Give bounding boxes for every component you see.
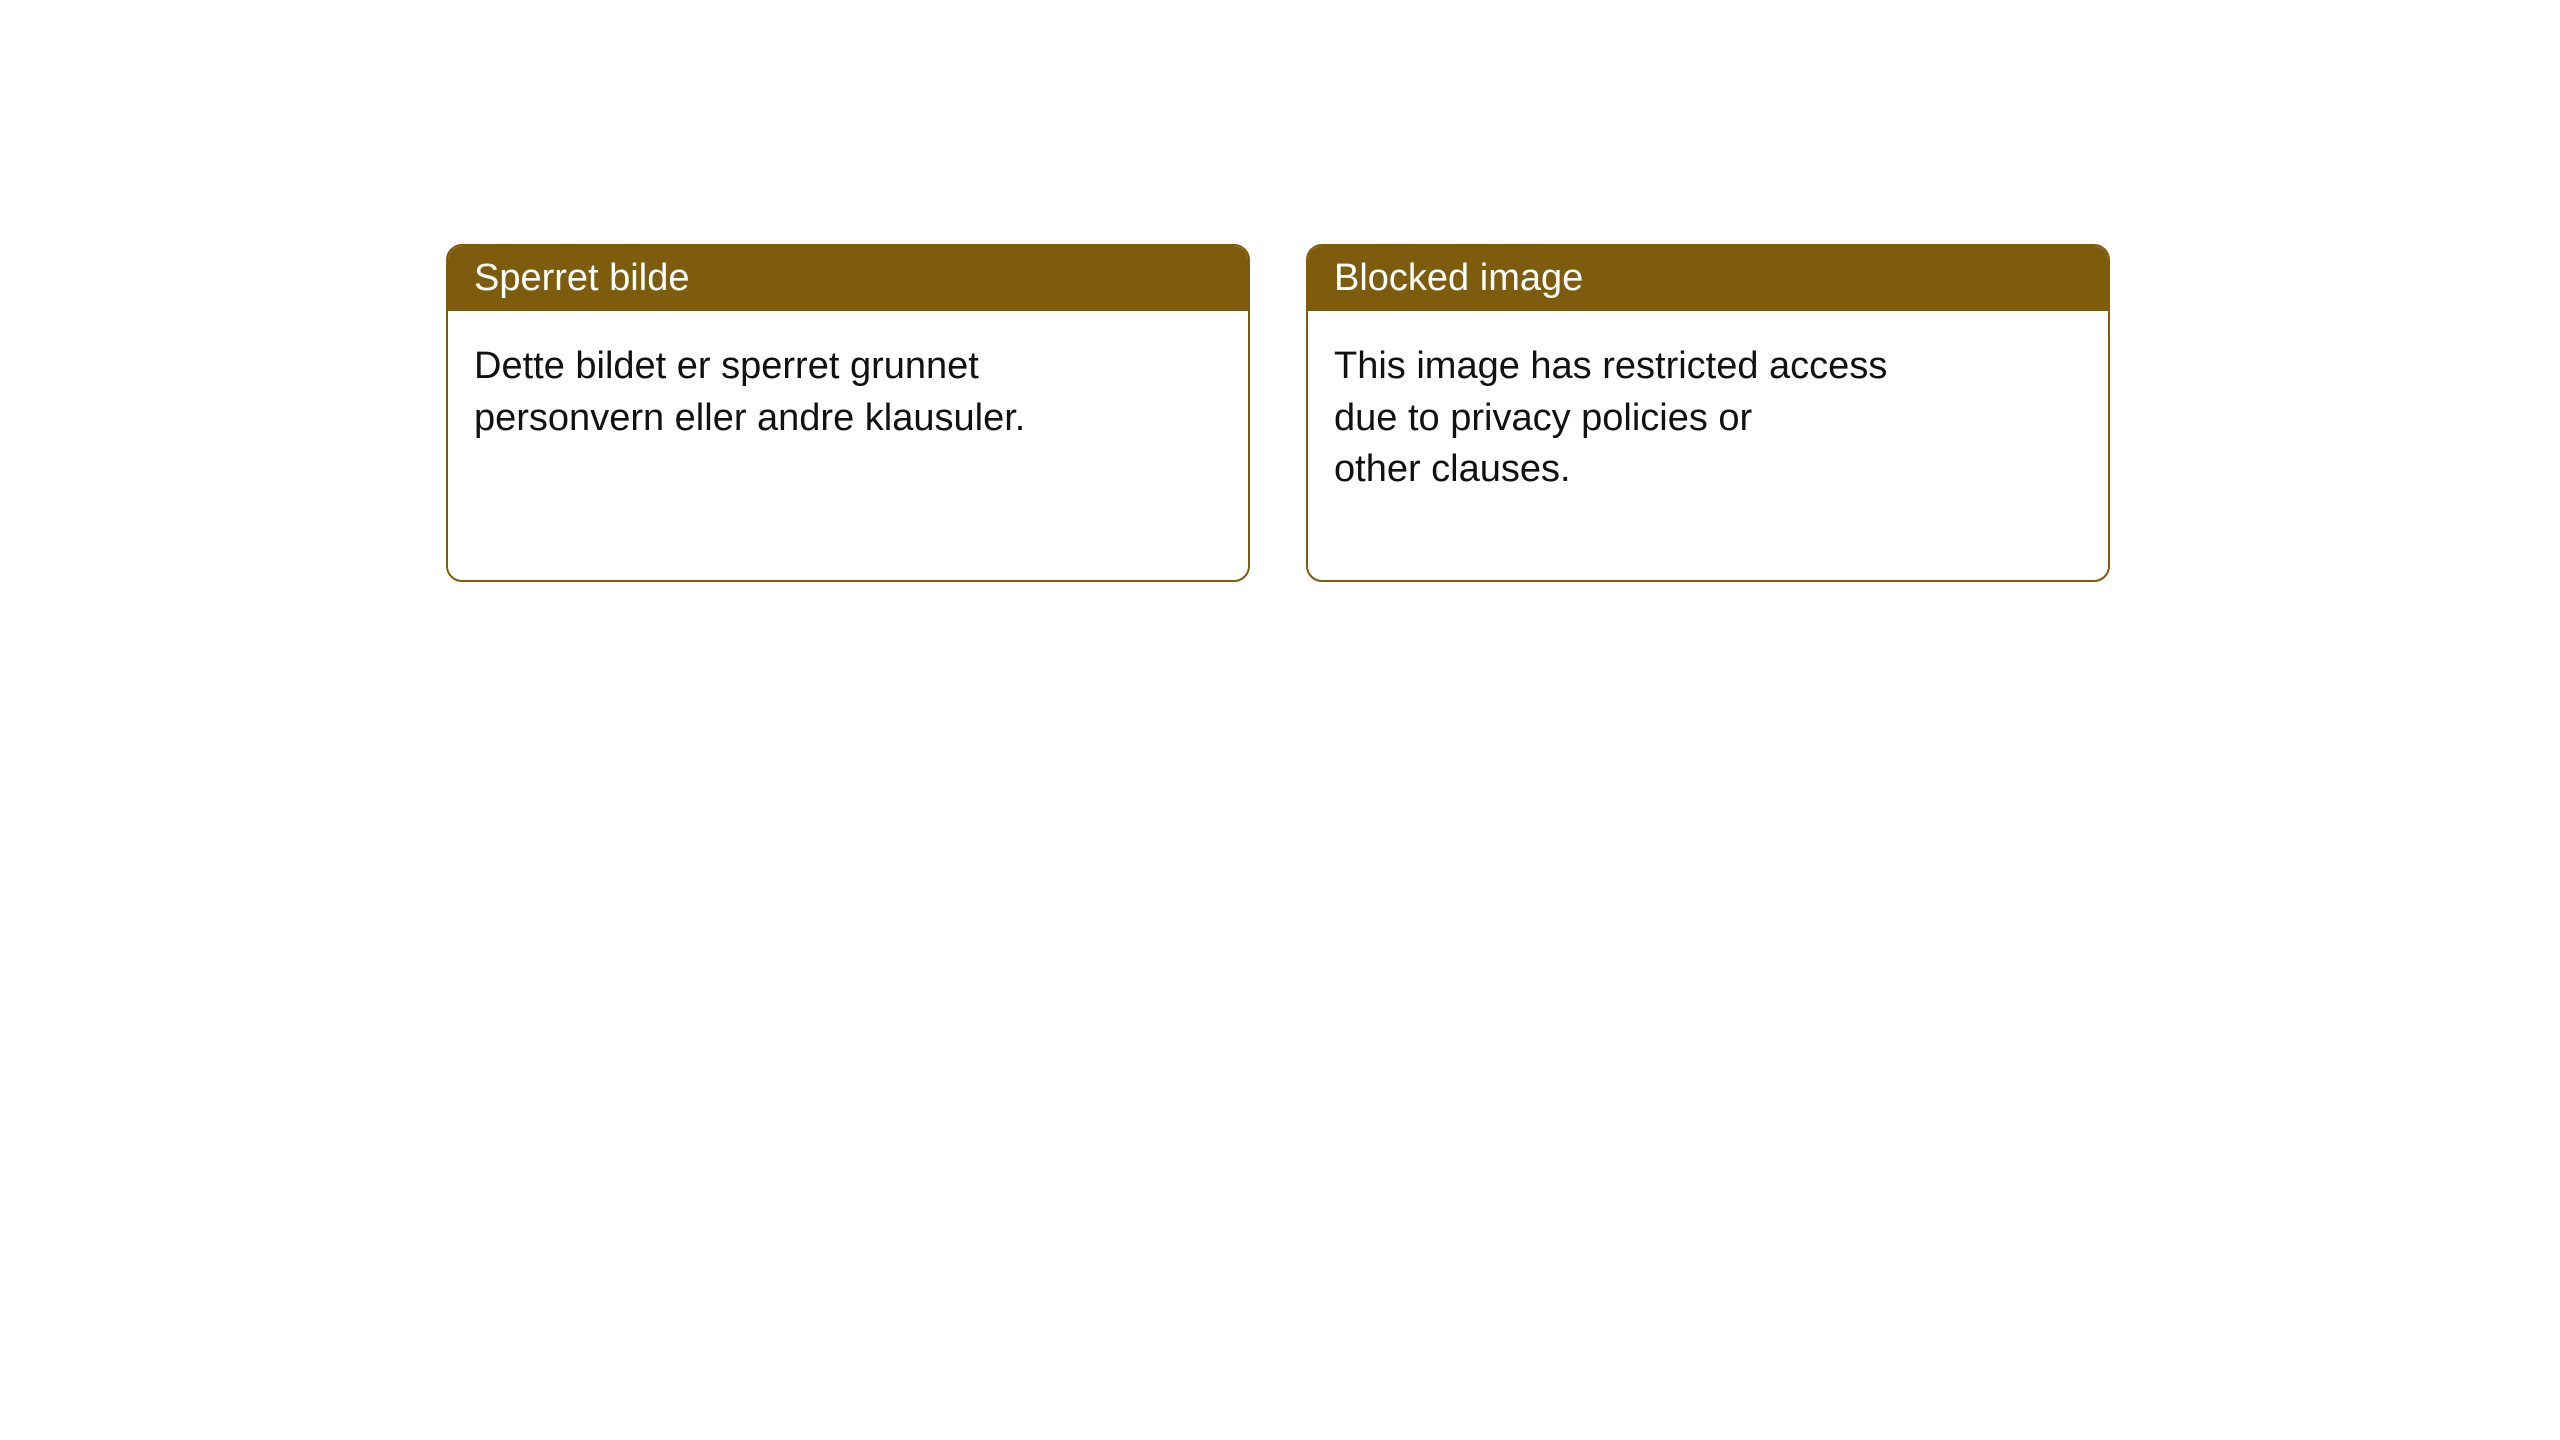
- notice-header-english: Blocked image: [1308, 246, 2108, 311]
- notice-body-english: This image has restricted access due to …: [1308, 311, 2108, 525]
- notice-card-norwegian: Sperret bilde Dette bildet er sperret gr…: [446, 244, 1250, 582]
- notice-header-norwegian: Sperret bilde: [448, 246, 1248, 311]
- notice-card-english: Blocked image This image has restricted …: [1306, 244, 2110, 582]
- notice-body-norwegian: Dette bildet er sperret grunnet personve…: [448, 311, 1248, 474]
- notices-container: Sperret bilde Dette bildet er sperret gr…: [0, 0, 2560, 582]
